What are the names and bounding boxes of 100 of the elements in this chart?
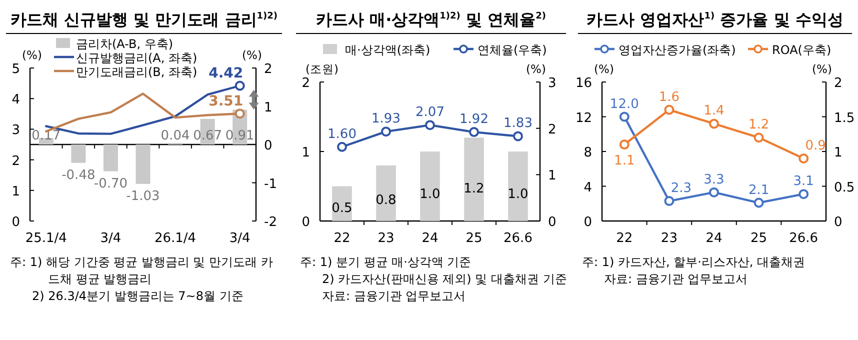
y2-tick-label: 0 bbox=[834, 215, 842, 230]
data-label: 1.0 bbox=[420, 187, 440, 202]
y-tick-label: 4 bbox=[12, 92, 20, 108]
y-tick-label: 0 bbox=[302, 215, 310, 230]
data-label: 4.42 bbox=[208, 66, 244, 82]
chart-title: 카드사 영업자산$^{1)}$ 증가율 및 수익성 bbox=[578, 10, 852, 34]
y2-tick-label: 0.5 bbox=[834, 180, 855, 196]
y-axis-title: (%) bbox=[22, 48, 42, 62]
data-label: 0.9 bbox=[805, 138, 826, 154]
x-tick-label: 22 bbox=[616, 231, 633, 246]
x-tick-label: 24 bbox=[422, 231, 438, 246]
text: 자료: 금융기관 업무보고서 bbox=[603, 271, 749, 288]
y2-tick-label: 1 bbox=[264, 100, 272, 116]
data-label: 0.91 bbox=[225, 128, 254, 144]
x-tick-label: 3/4 bbox=[229, 231, 250, 246]
text: 주: 1) 분기 평균 매·상각액 기준 bbox=[300, 254, 472, 271]
y2-tick-label: 3 bbox=[548, 76, 556, 91]
y-tick-label: 0 bbox=[12, 215, 20, 230]
y-tick-label: 5 bbox=[12, 62, 20, 77]
y-axis-title: (%) bbox=[594, 62, 614, 76]
x-tick-label: 22 bbox=[334, 231, 350, 246]
data-label: 1.0 bbox=[508, 187, 528, 202]
point bbox=[798, 153, 809, 164]
x-tick-label: 26.6 bbox=[504, 231, 532, 246]
y2-axis-title: (%) bbox=[812, 62, 832, 76]
data-label: 1.83 bbox=[504, 116, 532, 132]
bar bbox=[420, 152, 440, 221]
point bbox=[664, 104, 674, 115]
text: 2) 카드자산(판매신용 제외) 및 대출채권 기준 bbox=[321, 271, 568, 288]
y2-tick-label: 2 bbox=[264, 62, 272, 77]
y-tick-label: 0 bbox=[584, 215, 592, 230]
data-label: 2.07 bbox=[416, 105, 444, 120]
y2-tick-label: 1 bbox=[834, 146, 842, 160]
legend-label: 만기도래금리(B, 좌축) bbox=[76, 65, 198, 79]
data-label: -0.48 bbox=[62, 168, 96, 183]
data-label: 1.93 bbox=[372, 112, 400, 127]
data-label: 1.2 bbox=[464, 182, 484, 197]
y-axis-title: (조원) bbox=[306, 62, 338, 76]
data-label: 0.8 bbox=[376, 192, 396, 208]
data-label: 3.3 bbox=[704, 172, 724, 188]
x-tick-label: 3/4 bbox=[100, 231, 122, 246]
x-tick-label: 26.1/4 bbox=[154, 231, 196, 246]
point bbox=[754, 198, 764, 208]
bar bbox=[103, 144, 118, 172]
y-tick-label: 2 bbox=[12, 154, 20, 169]
chart-title: 카드사 매·상각액$^{1)2)}$ 및 연체율$^{2)}$ bbox=[296, 10, 566, 34]
point bbox=[709, 187, 719, 198]
data-label: -1.03 bbox=[126, 188, 160, 204]
bar bbox=[508, 152, 528, 221]
x-tick-label: 24 bbox=[706, 231, 722, 246]
data-label: 1.1 bbox=[614, 154, 635, 169]
bar bbox=[71, 144, 86, 163]
legend-label: 연체율(우축) bbox=[478, 43, 547, 57]
legend-label: 금리차(A-B, 우축) bbox=[76, 37, 174, 51]
point bbox=[469, 127, 479, 138]
legend-label: 신규발행금리(A, 좌축) bbox=[76, 51, 198, 65]
point bbox=[664, 196, 674, 206]
y2-axis-title: (%) bbox=[526, 62, 546, 76]
data-label: 0.04 bbox=[160, 128, 190, 144]
data-label: 0.67 bbox=[193, 128, 222, 144]
y2-tick-label: -2 bbox=[264, 215, 277, 230]
y-tick-label: 8 bbox=[584, 146, 592, 160]
point bbox=[619, 140, 630, 150]
y2-tick-label: 2 bbox=[834, 76, 842, 91]
text: 주: 1) 해당 기간중 평균 발행금리 및 만기도래 카드채 평균 발행금리 bbox=[10, 254, 274, 288]
point bbox=[381, 126, 391, 137]
data-label: 2.1 bbox=[748, 182, 770, 198]
data-label: 1.2 bbox=[748, 118, 770, 133]
y2-tick-label: 1.5 bbox=[834, 110, 855, 126]
chart-title: 카드채 신규발행 및 만기도래 금리$^{1)2)}$ bbox=[6, 10, 282, 34]
bar bbox=[464, 138, 484, 221]
point bbox=[425, 120, 435, 130]
data-label: 3.51 bbox=[208, 94, 244, 110]
y-tick-label: 2 bbox=[302, 76, 310, 91]
text: 주: 1) 카드자산, 할부·리스자산, 대출채권 bbox=[582, 254, 806, 271]
y-tick-label: 3 bbox=[12, 123, 20, 138]
y-tick-label: 1 bbox=[12, 184, 20, 200]
x-tick-label: 26.6 bbox=[789, 231, 818, 246]
y2-tick-label: 2 bbox=[548, 122, 556, 138]
point bbox=[798, 189, 809, 200]
x-tick-label: 23 bbox=[378, 231, 394, 246]
bar bbox=[136, 144, 150, 184]
data-label: 12.0 bbox=[610, 96, 639, 112]
y2-tick-label: 0 bbox=[548, 215, 556, 230]
legend-label: ROA(우축) bbox=[772, 43, 832, 57]
y-tick-label: 12 bbox=[575, 110, 592, 126]
bar bbox=[376, 165, 396, 221]
data-label: -0.70 bbox=[94, 176, 128, 192]
point bbox=[754, 132, 764, 143]
data-label: 1.92 bbox=[460, 112, 488, 128]
data-label: 1.6 bbox=[658, 90, 680, 105]
y-tick-label: 1 bbox=[302, 146, 310, 160]
y2-tick-label: -1 bbox=[264, 176, 277, 192]
point bbox=[337, 142, 347, 152]
data-label: 2.3 bbox=[670, 181, 692, 196]
point bbox=[619, 112, 630, 122]
legend-label: 영업자산증가율(좌축) bbox=[618, 43, 736, 57]
text: 자료: 금융기관 업무보고서 bbox=[321, 288, 467, 305]
x-tick-label: 25 bbox=[466, 231, 482, 246]
data-label: 3.1 bbox=[793, 174, 814, 190]
